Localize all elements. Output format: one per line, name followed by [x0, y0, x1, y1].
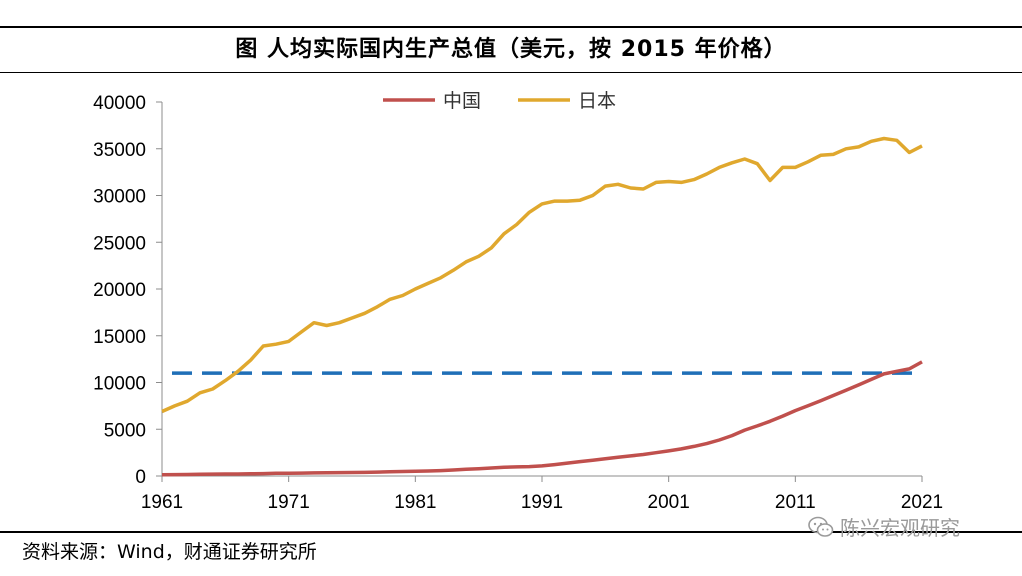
y-tick-label: 40000	[93, 93, 146, 114]
x-tick-label: 1981	[394, 492, 436, 513]
x-tick-label: 2011	[775, 492, 816, 513]
watermark-text: 陈兴宏观研究	[840, 516, 960, 540]
x-tick-label: 1961	[141, 492, 183, 513]
top-rule	[0, 26, 1022, 28]
legend-label: 日本	[578, 90, 616, 112]
source-note: 资料来源：Wind，财通证券研究所	[22, 541, 317, 563]
y-tick-label: 30000	[93, 187, 146, 208]
axes-group: 0 5000 10000 15000 20000 25000 30000 35000 40000…	[93, 93, 943, 513]
x-tick-label: 1971	[268, 492, 310, 513]
series-line	[161, 360, 923, 477]
y-tick-label: 15000	[93, 327, 146, 348]
y-tick-label: 0	[135, 467, 146, 488]
bottom-rule	[0, 531, 1022, 533]
legend: 中国 日本	[383, 90, 616, 112]
x-tick-label: 1991	[521, 492, 563, 513]
series-line	[161, 136, 923, 414]
y-tick-label: 35000	[93, 140, 146, 161]
line-chart: 0 5000 10000 15000 20000 25000 30000 35000 40000…	[93, 90, 943, 513]
x-tick-label: 2001	[648, 492, 690, 513]
chart-title: 图 人均实际国内生产总值（美元，按 2015 年价格）	[235, 37, 787, 62]
y-tick-label: 10000	[93, 374, 146, 395]
y-tick-label: 25000	[93, 233, 146, 254]
y-tick-label: 20000	[93, 280, 146, 301]
x-tick-label: 2021	[901, 492, 943, 513]
title-divider	[0, 72, 1022, 73]
watermark: 陈兴宏观研究	[808, 512, 960, 541]
wechat-icon	[808, 516, 834, 537]
series-group	[161, 136, 923, 477]
legend-label: 中国	[443, 90, 481, 112]
y-tick-label: 5000	[104, 420, 146, 441]
